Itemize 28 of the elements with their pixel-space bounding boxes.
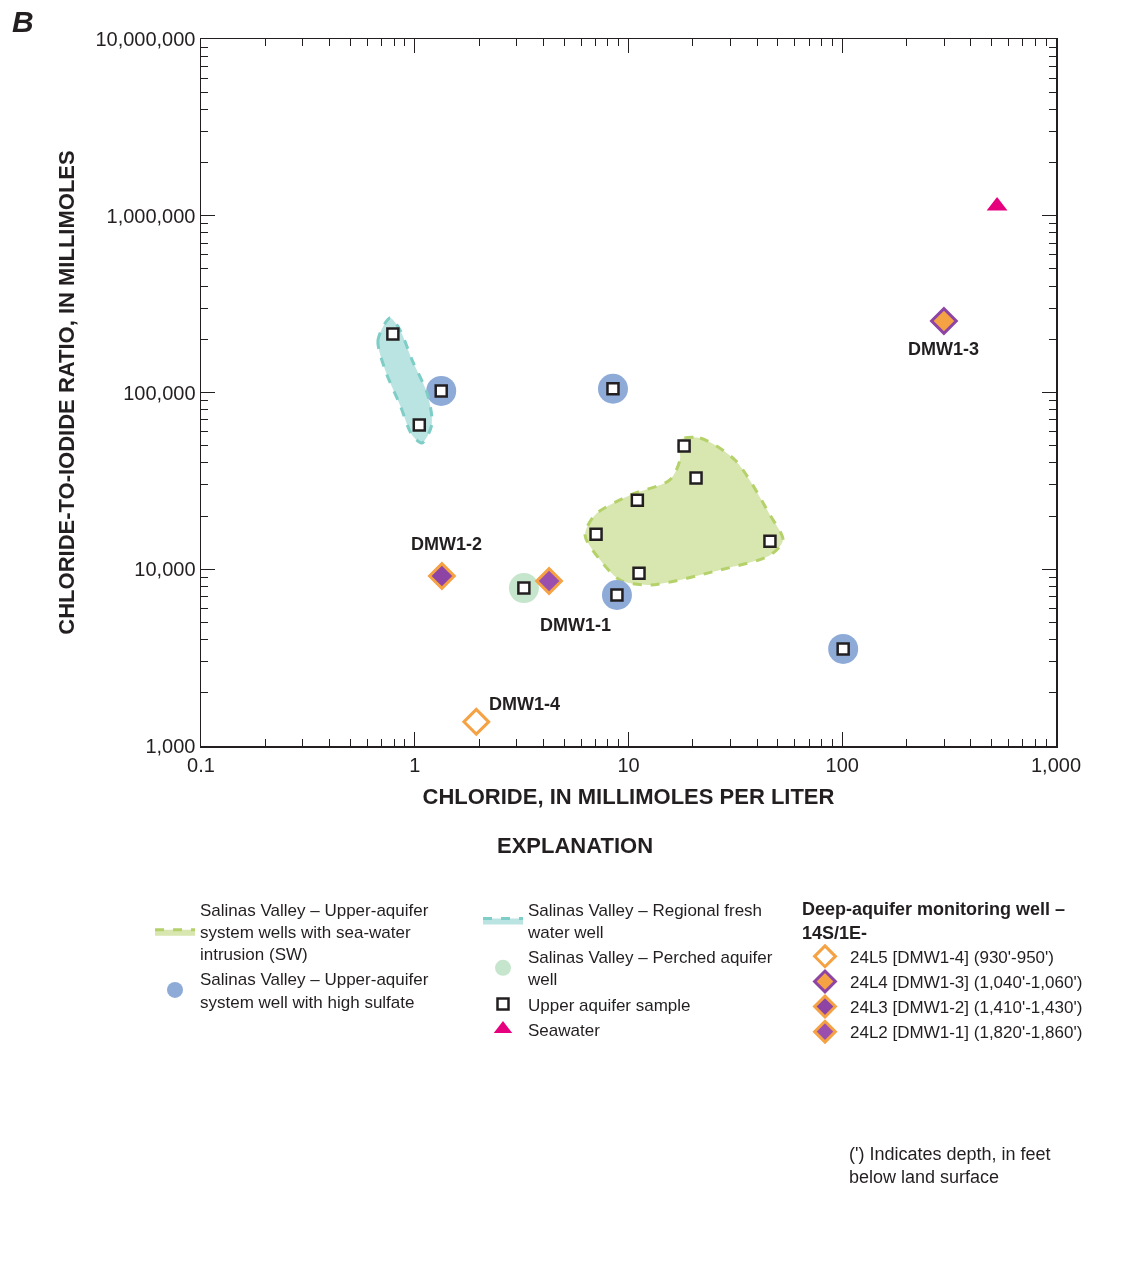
legend-label: Salinas Valley – Upper-aquifer system well with high sulfate (200, 970, 429, 1012)
y-tick-label: 100,000 (123, 381, 196, 404)
legend-label: Salinas Valley – Perched aquifer well (527, 948, 773, 990)
annotation: DMW1-1 (540, 615, 611, 635)
y-tick-label: 1,000,000 (106, 204, 196, 227)
x-tick-label: 10 (617, 753, 640, 776)
legend-label: 24L3 [DMW1-2] (1,410'-1,430') (850, 998, 1083, 1018)
x-tick-label: 100 (825, 753, 859, 776)
x-tick-label: 1 (409, 753, 421, 776)
y-tick-label: 10,000 (134, 558, 196, 581)
legend-title: EXPLANATION (497, 833, 654, 858)
legend-label: Seawater (528, 1020, 601, 1040)
x-tick-label: 1,000 (1030, 753, 1082, 776)
annotation: DMW1-2 (411, 534, 482, 554)
y-axis-title: CHLORIDE-TO-IODIDE RATIO, IN MILLIMOLES (54, 150, 80, 635)
annotation: DMW1-4 (489, 694, 560, 714)
legend-label: 24L5 [DMW1-4] (930'-950') (850, 947, 1054, 967)
text: (') Indicates depth, in feet below land surface (849, 1144, 1051, 1188)
annotation: DMW1-3 (908, 339, 979, 359)
text: B (12, 5, 34, 38)
legend-label: 24L2 [DMW1-1] (1,820'-1,860') (850, 1023, 1083, 1043)
legend-label: Salinas Valley – Regional fresh water well (527, 901, 763, 943)
x-axis-title: CHLORIDE, IN MILLIMOLES PER LITER (422, 784, 835, 810)
legend-label: Salinas Valley – Upper-aquifer system wells with sea-water intrusion (SW) (200, 901, 429, 965)
text: Deep-aquifer monitoring well – 14S/1E- (802, 899, 1066, 943)
legend-label: 24L4 [DMW1-3] (1,040'-1,060') (850, 973, 1083, 993)
legend-label: Upper aquifer sample (528, 995, 691, 1015)
y-tick-label: 10,000,000 (95, 28, 196, 50)
